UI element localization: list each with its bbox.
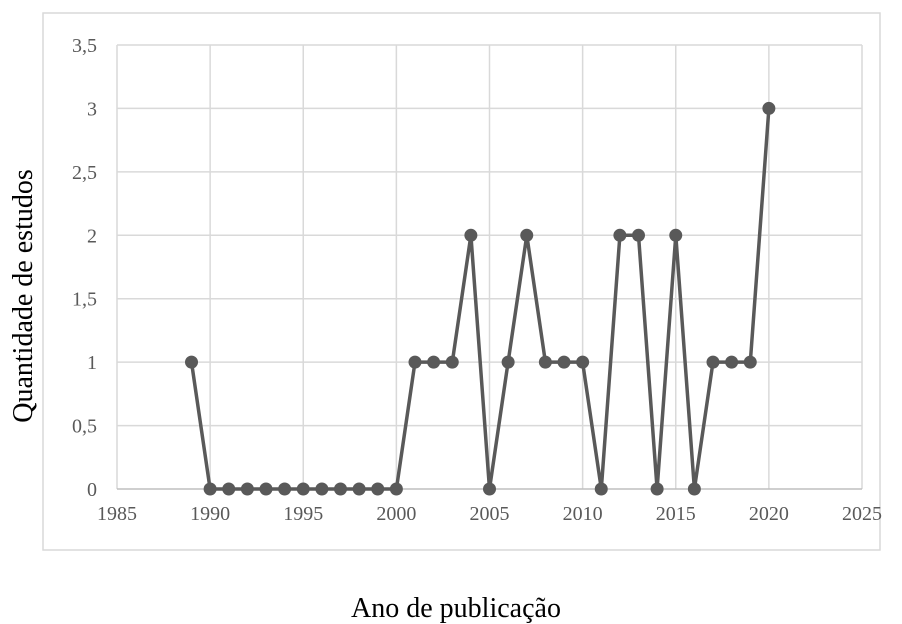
data-point (594, 482, 608, 496)
data-point (762, 101, 776, 115)
tick-labels: 1985 1990 1995 2000 2005 2010 2015 2020 2025 0 0,5… (72, 35, 882, 525)
y-tick-label: 0 (87, 479, 97, 501)
y-tick-label: 2,5 (72, 162, 97, 184)
y-tick-label: 1 (87, 352, 97, 374)
data-point (483, 482, 496, 496)
data-point (613, 228, 627, 242)
data-point (538, 355, 552, 369)
y-axis-title: Quantidade de estudos (8, 169, 39, 423)
data-point (185, 355, 198, 369)
x-tick-label: 2015 (656, 503, 696, 525)
data-point (296, 482, 310, 496)
data-point (520, 228, 534, 242)
data-point (632, 228, 645, 242)
data-point (408, 355, 422, 369)
data-point (315, 482, 329, 496)
data-point (222, 482, 236, 496)
series (185, 101, 776, 496)
data-point (576, 355, 590, 369)
data-point (389, 482, 403, 496)
data-point (240, 482, 254, 496)
gridlines (116, 44, 863, 490)
data-point (278, 482, 292, 496)
chart-frame (42, 12, 881, 551)
x-tick-label: 2020 (749, 503, 789, 525)
y-tick-label: 3,5 (72, 35, 97, 57)
data-point (427, 355, 441, 369)
y-tick-label: 3 (87, 98, 97, 120)
data-point (445, 355, 459, 369)
data-point (669, 228, 683, 242)
x-tick-label: 1985 (97, 503, 137, 525)
data-point (725, 355, 739, 369)
data-point (650, 482, 664, 496)
x-tick-label: 2000 (376, 503, 416, 525)
x-tick-label: 1995 (283, 503, 323, 525)
data-point (687, 482, 701, 496)
data-point (352, 482, 366, 496)
data-point (557, 355, 571, 369)
data-point (334, 482, 347, 496)
y-tick-label: 2 (87, 225, 97, 247)
data-point (706, 355, 720, 369)
data-point (371, 482, 385, 496)
data-point (203, 482, 217, 496)
x-tick-label: 2005 (470, 503, 510, 525)
x-tick-label: 2010 (563, 503, 603, 525)
x-tick-label: 1990 (190, 503, 230, 525)
y-tick-label: 0,5 (72, 416, 97, 438)
y-tick-label: 1,5 (72, 289, 97, 311)
data-point (743, 355, 757, 369)
data-point (501, 355, 515, 369)
data-point (464, 228, 478, 242)
x-tick-label: 2025 (842, 503, 882, 525)
data-point (259, 482, 273, 496)
x-axis-title: Ano de publicação (351, 593, 561, 624)
